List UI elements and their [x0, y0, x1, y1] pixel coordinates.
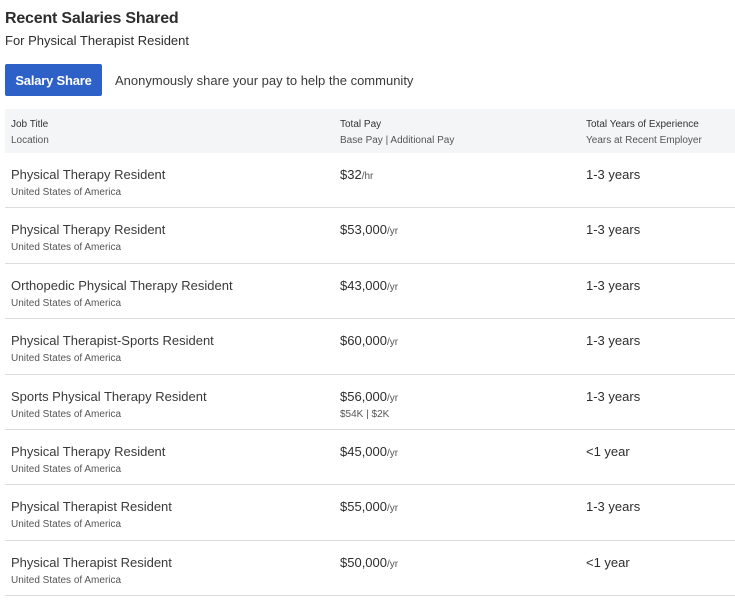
table-row: Physical Therapy Resident United States …	[5, 430, 735, 486]
years-experience: 1-3 years	[586, 333, 641, 349]
experience-cell: 1-3 years	[586, 388, 640, 406]
table-row: Sports Physical Therapy Resident United …	[5, 375, 735, 430]
years-experience: 1-3 years	[586, 222, 641, 238]
pay-cell: $55,000/yr	[340, 498, 398, 518]
total-pay: $32	[340, 167, 362, 182]
years-experience: <1 year	[586, 554, 630, 570]
pay-unit: /yr	[387, 558, 399, 570]
years-experience: 1-3 years	[586, 499, 641, 515]
experience-cell: 1-3 years	[586, 498, 640, 516]
page-subtitle: For Physical Therapist Resident	[5, 33, 190, 48]
table-row: Physical Therapy Resident United States …	[5, 153, 735, 209]
job-title: Physical Therapy Resident	[11, 167, 166, 182]
salary-share-description: Anonymously share your pay to help the c…	[115, 72, 414, 88]
pay-cell: $60,000/yr	[340, 332, 398, 352]
job-cell: Physical Therapist-Sports Resident Unite…	[11, 332, 214, 366]
header-recent-employer-label: Years at Recent Employer	[586, 135, 702, 146]
pay-unit: /yr	[387, 447, 399, 459]
header-job-title-label: Job Title	[11, 119, 49, 130]
page-title: Recent Salaries Shared	[5, 10, 179, 27]
salaries-table: Job Title Location Total Pay Base Pay | …	[5, 109, 735, 597]
years-experience: 1-3 years	[586, 167, 641, 182]
header-pay-breakdown-label: Base Pay | Additional Pay	[340, 135, 455, 146]
experience-cell: <1 year	[586, 554, 630, 572]
job-cell: Physical Therapy Resident United States …	[11, 166, 165, 200]
header-experience-label: Total Years of Experience	[586, 119, 699, 130]
total-pay: $43,000	[340, 277, 387, 293]
job-title: Physical Therapist-Sports Resident	[11, 333, 214, 349]
pay-cell: $53,000/yr	[340, 221, 398, 241]
pay-unit: /yr	[387, 392, 399, 404]
job-location: United States of America	[11, 297, 122, 309]
job-title: Sports Physical Therapy Resident	[11, 388, 207, 404]
header-experience: Total Years of Experience Years at Recen…	[586, 117, 702, 149]
salary-share-button[interactable]: Salary Share	[5, 64, 102, 96]
job-location: United States of America	[11, 187, 122, 198]
experience-cell: 1-3 years	[586, 277, 640, 295]
job-cell: Physical Therapist Resident United State…	[11, 554, 172, 588]
pay-cell: $43,000/yr	[340, 277, 398, 297]
table-row: Orthopedic Physical Therapy Resident Uni…	[5, 264, 735, 320]
job-cell: Physical Therapy Resident United States …	[11, 443, 165, 477]
table-row: Physical Therapist Resident United State…	[5, 541, 735, 597]
pay-cell: $45,000/yr	[340, 443, 398, 463]
job-location: United States of America	[11, 353, 122, 365]
table-header: Job Title Location Total Pay Base Pay | …	[5, 109, 735, 153]
header-job-title: Job Title Location	[11, 117, 49, 149]
job-location: United States of America	[11, 574, 122, 586]
pay-unit: /yr	[387, 337, 399, 349]
job-location: United States of America	[11, 408, 122, 420]
pay-cell: $32/hr	[340, 166, 373, 186]
job-title: Physical Therapist Resident	[11, 499, 172, 515]
job-cell: Sports Physical Therapy Resident United …	[11, 388, 207, 422]
header-total-pay-label: Total Pay	[340, 119, 382, 130]
job-cell: Physical Therapist Resident United State…	[11, 498, 172, 532]
pay-unit: /yr	[387, 226, 399, 238]
total-pay: $55,000	[340, 499, 387, 515]
total-pay: $60,000	[340, 333, 387, 349]
experience-cell: 1-3 years	[586, 332, 640, 350]
total-pay: $53,000	[340, 222, 387, 238]
pay-cell: $56,000/yr $54K | $2K	[340, 388, 398, 422]
experience-cell: 1-3 years	[586, 221, 640, 239]
job-cell: Physical Therapy Resident United States …	[11, 221, 165, 255]
job-title: Orthopedic Physical Therapy Resident	[11, 277, 233, 293]
pay-breakdown: $54K | $2K	[340, 408, 390, 420]
pay-unit: /hr	[361, 171, 374, 182]
job-location: United States of America	[11, 519, 122, 531]
job-location: United States of America	[11, 242, 122, 254]
years-experience: 1-3 years	[586, 277, 641, 293]
job-title: Physical Therapist Resident	[11, 554, 172, 570]
table-row: Physical Therapist Resident United State…	[5, 485, 735, 541]
salary-share-row: Salary Share Anonymously share your pay …	[5, 64, 413, 96]
job-cell: Orthopedic Physical Therapy Resident Uni…	[11, 277, 233, 311]
table-row: Physical Therapy Resident United States …	[5, 208, 735, 264]
job-title: Physical Therapy Resident	[11, 222, 166, 238]
pay-unit: /yr	[387, 503, 399, 515]
experience-cell: <1 year	[586, 443, 630, 461]
job-title: Physical Therapy Resident	[11, 443, 166, 459]
experience-cell: 1-3 years	[586, 166, 640, 184]
table-body: Physical Therapy Resident United States …	[5, 153, 735, 597]
header-total-pay: Total Pay Base Pay | Additional Pay	[340, 117, 454, 149]
total-pay: $50,000	[340, 554, 387, 570]
pay-cell: $50,000/yr	[340, 554, 398, 574]
table-row: Physical Therapist-Sports Resident Unite…	[5, 319, 735, 375]
total-pay: $56,000	[340, 388, 387, 404]
job-location: United States of America	[11, 463, 122, 475]
years-experience: 1-3 years	[586, 388, 641, 404]
years-experience: <1 year	[586, 443, 630, 459]
pay-unit: /yr	[387, 281, 399, 293]
header-location-label: Location	[11, 135, 49, 146]
total-pay: $45,000	[340, 443, 387, 459]
header: Recent Salaries Shared For Physical Ther…	[5, 8, 189, 50]
